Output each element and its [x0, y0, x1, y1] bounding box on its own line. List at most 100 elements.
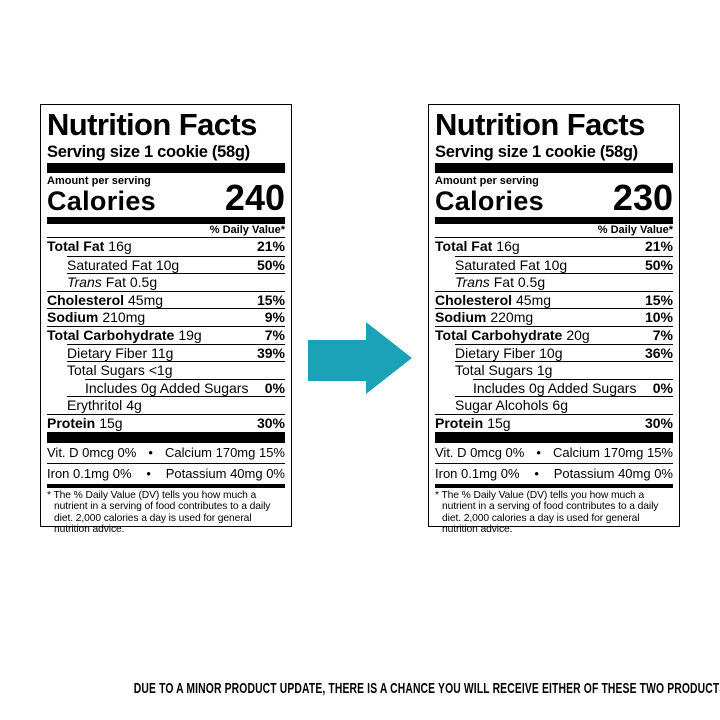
rule — [435, 217, 673, 224]
nutrient: Dietary Fiber 10g — [455, 345, 563, 362]
nutrient-row: Total Sugars <1g — [67, 361, 285, 379]
calories-value: 240 — [224, 177, 285, 218]
nutrient-row: Total Sugars 1g — [455, 361, 673, 379]
nutrient-amount: Fat 0.5g — [105, 274, 158, 291]
calories-label: Calories — [435, 186, 544, 216]
nutrient-name: Saturated Fat — [67, 256, 152, 273]
nutrient-name: Saturated Fat — [455, 256, 540, 273]
nutrient: Sodium 220mg — [435, 309, 533, 326]
nutrient-row: Total Carbohydrate 20g 7% — [435, 325, 673, 344]
mineral: Potassium 40mg 0% — [553, 465, 673, 481]
daily-value: 36% — [644, 344, 673, 361]
nutrient-row: Cholesterol 45mg 15% — [47, 290, 285, 309]
rule — [435, 483, 673, 488]
daily-value: 7% — [652, 326, 673, 343]
nutrient: Total Sugars <1g — [67, 362, 173, 379]
mineral-row: Vit. D 0mcg 0% • Calcium 170mg 15% — [435, 443, 673, 463]
nutrient: Total Sugars 1g — [455, 362, 552, 379]
nutrient: Sodium 210mg — [47, 309, 145, 326]
daily-value: 15% — [644, 291, 673, 308]
mineral: Iron 0.1mg 0% — [47, 465, 132, 481]
nutrient-name: Includes 0g Added Sugars — [85, 379, 249, 396]
nutrient-amount: 16g — [108, 238, 132, 254]
nutrient-row: Saturated Fat 10g 50% — [455, 255, 673, 274]
nutrition-label: Nutrition Facts Serving size 1 cookie (58… — [40, 104, 292, 535]
mineral: Iron 0.1mg 0% — [435, 465, 520, 481]
nutrient-row: Includes 0g Added Sugars 0% — [473, 378, 673, 397]
nutrient: Dietary Fiber 11g — [67, 345, 173, 362]
nutrition-label: Nutrition Facts Serving size 1 cookie (58… — [428, 104, 680, 535]
rule — [435, 163, 673, 173]
nutrient: Includes 0g Added Sugars — [85, 380, 248, 397]
daily-value: 15% — [256, 291, 285, 308]
rule — [47, 163, 285, 173]
nutrient-row: Sugar Alcohols 6g — [455, 396, 673, 414]
daily-value: 7% — [264, 326, 285, 343]
calories-value: 230 — [612, 177, 673, 218]
nutrient: Sugar Alcohols 6g — [455, 397, 568, 414]
mineral-row: Iron 0.1mg 0% • Potassium 40mg 0% — [435, 462, 673, 484]
nutrient-name: Erythritol — [67, 397, 123, 414]
label-title: Nutrition Facts — [435, 107, 645, 142]
nutrient-name: Sugar Alcohols — [455, 397, 549, 414]
nutrient-amount: 20g — [566, 326, 590, 343]
nutrient-amount: <1g — [148, 362, 173, 379]
nutrient: Saturated Fat 10g — [455, 257, 567, 274]
daily-value: 9% — [264, 309, 285, 326]
daily-value: 0% — [264, 379, 285, 396]
nutrient-amount: 11g — [151, 344, 174, 361]
daily-value: 30% — [256, 414, 285, 431]
calories-row: Calories 240 — [47, 180, 285, 216]
nutrient-name: Total Sugars — [67, 362, 145, 379]
nutrient-row: Total Fat 16g 21% — [435, 238, 673, 256]
nutrient-row: Protein 15g 30% — [47, 413, 285, 432]
nutrient: Cholesterol 45mg — [435, 292, 551, 309]
daily-value: 50% — [256, 256, 285, 273]
notice: DUE TO A MINOR PRODUCT UPDATE, THERE IS … — [0, 680, 720, 698]
nutrient-row: Saturated Fat 10g 50% — [67, 255, 285, 274]
nutrient: Cholesterol 45mg — [47, 292, 163, 309]
nutrient-amount: Fat 0.5g — [493, 274, 546, 291]
nutrient-name: Total Fat — [435, 238, 493, 254]
footnote: * The % Daily Value (DV) tells you how m… — [47, 489, 271, 536]
nutrient: Erythritol 4g — [67, 397, 142, 414]
bullet: • — [146, 465, 151, 481]
nutrient-amount: 10g — [543, 256, 568, 273]
nutrient-amount: 19g — [178, 326, 202, 343]
rule — [435, 431, 673, 443]
mineral: Vit. D 0mcg 0% — [435, 444, 525, 460]
daily-value: 30% — [644, 414, 673, 431]
nutrient: Protein 15g — [47, 415, 123, 432]
notice-text: DUE TO A MINOR PRODUCT UPDATE, THERE IS … — [133, 680, 720, 697]
nutrient-name: Sodium — [47, 309, 99, 326]
calories-row: Calories 230 — [435, 180, 673, 216]
nutrient-name: Sodium — [435, 309, 487, 326]
nutrient-row: Total Fat 16g 21% — [47, 238, 285, 256]
daily-value: 0% — [652, 379, 673, 396]
nutrient-amount: 16g — [496, 238, 520, 254]
mineral: Calcium 170mg 15% — [165, 444, 285, 460]
nutrient-row: Protein 15g 30% — [435, 413, 673, 432]
nutrient-name: Trans — [455, 274, 490, 291]
daily-value: 21% — [644, 238, 673, 254]
amount-per-serving: Amount per serving — [47, 175, 151, 187]
nutrient-name: Cholesterol — [47, 291, 125, 308]
rule — [47, 483, 285, 488]
nutrient-amount: 45mg — [516, 291, 552, 308]
nutrient-amount: 15g — [487, 414, 511, 431]
nutrient-name: Includes 0g Added Sugars — [473, 379, 637, 396]
nutrient: Total Carbohydrate 20g — [435, 327, 590, 344]
nutrient-name: Dietary Fiber — [455, 344, 536, 361]
daily-value: 10% — [644, 309, 673, 326]
nutrient-row: Dietary Fiber 10g 36% — [455, 343, 673, 362]
nutrient: Total Fat 16g — [435, 238, 520, 256]
calories-label: Calories — [47, 186, 156, 216]
nutrient-amount: 10g — [539, 344, 563, 361]
amount-per-serving: Amount per serving — [435, 175, 539, 187]
nutrient-amount: 6g — [552, 397, 568, 414]
nutrient-amount: 4g — [126, 397, 142, 414]
nutrient-amount: 15g — [99, 414, 123, 431]
nutrient-row: Sodium 210mg 9% — [47, 308, 285, 326]
nutrient-name: Total Fat — [47, 238, 105, 254]
nutrient-name: Total Sugars — [455, 362, 533, 379]
